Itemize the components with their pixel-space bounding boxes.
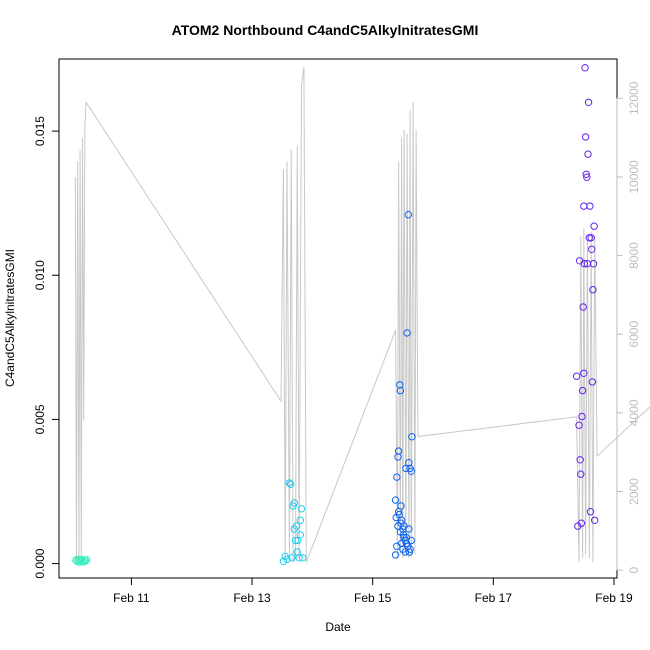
data-point <box>290 499 298 507</box>
data-point <box>578 412 586 421</box>
data-point <box>297 505 306 513</box>
y-axis: 0.000 0.005 0.010 0.015 <box>33 116 60 579</box>
data-point <box>296 531 304 539</box>
x-tick-label: Feb 17 <box>475 591 513 605</box>
y2-axis: 0 2000 4000 6000 8000 10000 12000 <box>616 81 641 573</box>
data-point <box>577 519 586 527</box>
data-point <box>394 453 402 461</box>
data-point <box>299 554 307 562</box>
data-point <box>572 372 581 380</box>
y2-tick-label: 10000 <box>627 160 641 194</box>
data-point <box>580 369 588 377</box>
data-point <box>404 211 412 219</box>
data-point <box>578 386 587 395</box>
data-point <box>394 508 403 516</box>
data-point <box>581 133 590 141</box>
data-point <box>403 329 411 337</box>
y2-tick-label: 4000 <box>627 399 641 426</box>
data-point <box>583 173 591 181</box>
data-point <box>575 257 584 265</box>
y-tick-label: 0.000 <box>33 548 47 578</box>
data-point <box>588 245 596 254</box>
data-point <box>588 378 596 386</box>
data-point <box>391 551 400 559</box>
data-point <box>580 202 588 210</box>
data-point <box>279 557 288 565</box>
data-point <box>589 260 598 268</box>
altitude-line <box>74 66 650 563</box>
data-point <box>581 64 589 72</box>
y-tick-label: 0.010 <box>33 260 47 290</box>
data-point <box>296 516 304 524</box>
data-point <box>590 222 598 230</box>
data-point <box>586 508 595 516</box>
x-axis-label: Date <box>325 620 351 634</box>
data-point <box>584 98 593 107</box>
y2-tick-label: 12000 <box>627 81 641 115</box>
data-point <box>405 459 413 467</box>
data-point <box>286 480 295 488</box>
x-tick-label: Feb 15 <box>354 591 392 605</box>
data-point <box>407 467 415 475</box>
data-point <box>587 234 595 242</box>
data-point <box>408 433 416 441</box>
data-point <box>291 536 300 545</box>
data-point <box>394 447 403 455</box>
x-tick-label: Feb 13 <box>233 591 271 605</box>
data-point <box>393 473 401 481</box>
data-point <box>591 516 599 524</box>
data-point <box>283 555 291 563</box>
data-point <box>405 548 414 556</box>
data-point <box>396 386 405 395</box>
data-point <box>288 554 296 562</box>
data-point <box>293 522 301 530</box>
data-point <box>405 525 413 533</box>
data-point <box>81 557 90 565</box>
x-tick-label: Feb 11 <box>113 591 150 605</box>
data-points-layer <box>72 64 599 566</box>
y2-tick-label: 8000 <box>627 242 641 269</box>
altitude-line-layer <box>74 66 650 563</box>
y-tick-label: 0.005 <box>33 404 47 434</box>
data-point <box>402 539 411 548</box>
data-point <box>397 519 405 527</box>
data-point <box>579 303 587 311</box>
data-point <box>589 286 597 294</box>
data-point <box>406 545 414 553</box>
y2-tick-label: 2000 <box>627 478 641 505</box>
data-point <box>586 202 594 210</box>
data-point <box>399 531 408 539</box>
data-point <box>575 421 583 429</box>
data-point <box>285 479 294 487</box>
data-point <box>295 554 303 562</box>
y2-tick-label: 6000 <box>627 321 641 348</box>
x-axis: Feb 11 Feb 13 Feb 15 Feb 17 Feb 19 <box>113 577 633 605</box>
data-point <box>396 381 404 389</box>
y2-tick-label: 0 <box>627 566 641 573</box>
data-point <box>391 496 400 504</box>
data-point <box>584 150 592 158</box>
plot-frame <box>58 58 618 579</box>
data-point <box>580 260 589 268</box>
x-tick-label: Feb 19 <box>595 591 633 605</box>
data-point <box>83 556 91 564</box>
y-axis-label: C4andC5AlkylnitratesGMI <box>3 249 17 387</box>
data-point <box>582 170 590 179</box>
data-point <box>577 470 585 478</box>
data-point <box>395 510 403 519</box>
y-tick-label: 0.015 <box>33 116 47 146</box>
data-point <box>576 456 584 464</box>
chart-title: ATOM2 Northbound C4andC5AlkylnitratesGMI <box>172 22 479 38</box>
